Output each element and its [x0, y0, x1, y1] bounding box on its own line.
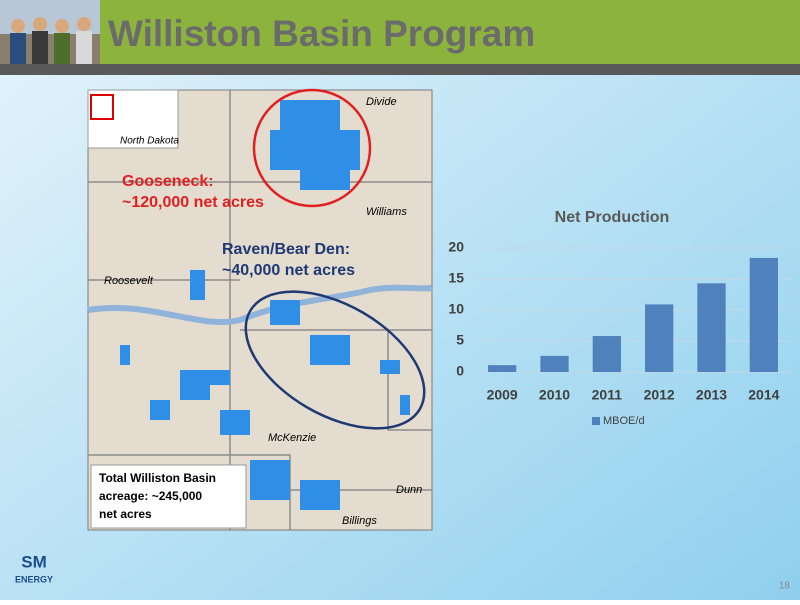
county-label: Williams — [366, 206, 407, 218]
bar — [592, 336, 621, 372]
x-tick-label: 2014 — [748, 387, 779, 403]
y-tick-label: 0 — [456, 363, 464, 379]
y-tick-label: 20 — [448, 239, 464, 255]
raven-label: ~40,000 net acres — [222, 262, 355, 279]
chart: Net Production 0 5 10 15 20 2009 2010 2011 2012 2… — [448, 209, 790, 427]
bar — [749, 257, 778, 372]
county-label: Divide — [366, 96, 397, 108]
county-label: Dunn — [396, 484, 422, 496]
y-tick-label: 15 — [448, 270, 464, 286]
chart-title: Net Production — [555, 209, 670, 226]
header-rule — [0, 64, 800, 75]
county-label: Billings — [342, 515, 377, 527]
x-tick-label: 2013 — [696, 387, 727, 403]
x-tick-label: 2011 — [592, 387, 623, 403]
slide-title: Williston Basin Program — [108, 13, 535, 54]
header-band — [0, 0, 800, 64]
total-label: acreage: ~245,000 — [99, 489, 202, 503]
x-tick-label: 2009 — [487, 387, 518, 403]
x-tick-label: 2010 — [539, 387, 570, 403]
total-label: net acres — [99, 507, 152, 521]
gooseneck-label: ~120,000 net acres — [122, 194, 264, 211]
header-photo — [0, 0, 100, 64]
bar — [697, 283, 726, 372]
county-label: McKenzie — [268, 432, 316, 444]
state-label: North Dakota — [120, 136, 179, 147]
x-tick-label: 2012 — [644, 387, 675, 403]
y-tick-label: 5 — [456, 332, 464, 348]
y-tick-label: 10 — [448, 301, 464, 317]
gooseneck-label: Gooseneck: — [122, 173, 214, 190]
legend-swatch — [592, 417, 600, 425]
county-label: Roosevelt — [104, 275, 154, 287]
logo: ENERGY — [15, 574, 53, 584]
map: North Dakota Divide Williams Roosevelt M… — [87, 88, 433, 531]
page-number: 18 — [779, 581, 791, 592]
raven-label: Raven/Bear Den: — [222, 241, 350, 258]
logo: SM — [21, 552, 47, 571]
bar — [645, 304, 674, 372]
bar — [488, 365, 517, 372]
total-label: Total Williston Basin — [99, 471, 216, 485]
legend-label: MBOE/d — [603, 415, 645, 427]
bar — [540, 355, 569, 372]
